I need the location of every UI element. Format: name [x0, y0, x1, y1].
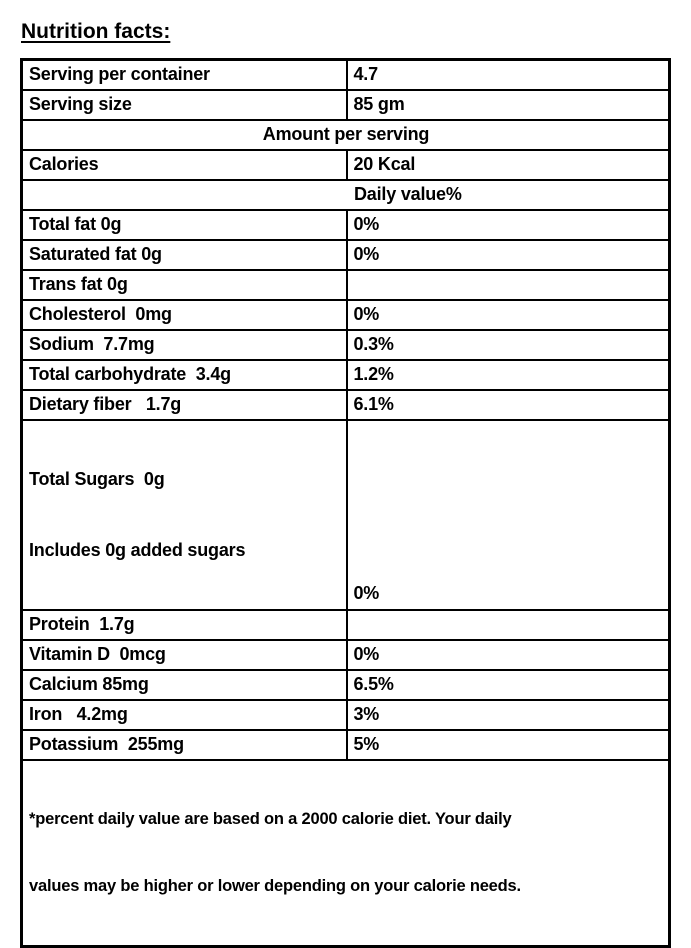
- table-row-sugars: Total Sugars 0g Includes 0g added sugars…: [20, 419, 671, 611]
- row-label-cell: Iron 4.2mg: [20, 698, 348, 731]
- table-row-serving-per-container: Serving per container 4.7: [20, 58, 671, 91]
- table-row-amount-per-serving: Amount per serving: [20, 119, 671, 151]
- page-title: Nutrition facts:: [21, 20, 171, 43]
- table-row-protein: Protein 1.7g: [20, 608, 671, 641]
- row-label-cell: Calories: [20, 149, 348, 181]
- nutrition-facts-table: Serving per container 4.7 Serving size 8…: [20, 58, 671, 948]
- row-label-cell: Total fat 0g: [20, 209, 348, 241]
- sugars-line-2: Includes 0g added sugars: [29, 540, 246, 561]
- table-row-total-carbohydrate: Total carbohydrate 3.4g 1.2%: [20, 359, 671, 391]
- table-row-daily-value-header: Daily value%: [20, 179, 671, 211]
- row-label-cell: Serving size: [20, 89, 348, 121]
- row-label-cell: Sodium 7.7mg: [20, 329, 348, 361]
- row-label-cell: Dietary fiber 1.7g: [20, 389, 348, 421]
- row-value-cell: 85 gm: [345, 89, 671, 121]
- table-row-iron: Iron 4.2mg 3%: [20, 698, 671, 731]
- footnote-line-1: *percent daily value are based on a 2000…: [29, 809, 512, 828]
- table-row-vitamin-d: Vitamin D 0mcg 0%: [20, 638, 671, 671]
- row-label-cell: Serving per container: [20, 58, 348, 91]
- table-row-calcium: Calcium 85mg 6.5%: [20, 668, 671, 701]
- row-label-cell: Calcium 85mg: [20, 668, 348, 701]
- row-value-cell: 6.1%: [345, 389, 671, 421]
- row-label-cell: Protein 1.7g: [20, 608, 348, 641]
- row-label-cell: Total Sugars 0g Includes 0g added sugars: [20, 419, 348, 611]
- row-value-cell: 0%: [345, 209, 671, 241]
- sugars-line-1: Total Sugars 0g: [29, 469, 165, 490]
- row-value-cell: 0%: [345, 239, 671, 271]
- table-row-trans-fat: Trans fat 0g: [20, 269, 671, 301]
- table-row-potassium: Potassium 255mg 5%: [20, 728, 671, 761]
- row-value-cell: 20 Kcal: [345, 149, 671, 181]
- section-header-cell: Amount per serving: [20, 119, 671, 151]
- row-value-cell: 1.2%: [345, 359, 671, 391]
- table-row-footnote: *percent daily value are based on a 2000…: [20, 758, 671, 948]
- footnote-cell: *percent daily value are based on a 2000…: [20, 758, 671, 948]
- row-label-cell: Potassium 255mg: [20, 728, 348, 761]
- row-value-cell: [345, 269, 671, 301]
- row-value-cell: 0%: [345, 299, 671, 331]
- row-label-cell: Saturated fat 0g: [20, 239, 348, 271]
- table-row-calories: Calories 20 Kcal: [20, 149, 671, 181]
- table-row-dietary-fiber: Dietary fiber 1.7g 6.1%: [20, 389, 671, 421]
- daily-value-header-cell: Daily value%: [20, 179, 671, 211]
- table-row-serving-size: Serving size 85 gm: [20, 89, 671, 121]
- table-row-sodium: Sodium 7.7mg 0.3%: [20, 329, 671, 361]
- row-value-cell: [345, 608, 671, 641]
- row-value-cell: 3%: [345, 698, 671, 731]
- row-value-cell: 0%: [345, 638, 671, 671]
- row-value-cell: 5%: [345, 728, 671, 761]
- row-value-cell: 4.7: [345, 58, 671, 91]
- row-label-cell: Total carbohydrate 3.4g: [20, 359, 348, 391]
- row-label-cell: Vitamin D 0mcg: [20, 638, 348, 671]
- table-row-saturated-fat: Saturated fat 0g 0%: [20, 239, 671, 271]
- row-value-cell: 6.5%: [345, 668, 671, 701]
- row-value-cell: 0.3%: [345, 329, 671, 361]
- row-label-cell: Cholesterol 0mg: [20, 299, 348, 331]
- row-label-cell: Trans fat 0g: [20, 269, 348, 301]
- table-row-cholesterol: Cholesterol 0mg 0%: [20, 299, 671, 331]
- footnote-line-2: values may be higher or lower depending …: [29, 876, 521, 895]
- row-value-cell: 0%: [345, 419, 671, 611]
- table-row-total-fat: Total fat 0g 0%: [20, 209, 671, 241]
